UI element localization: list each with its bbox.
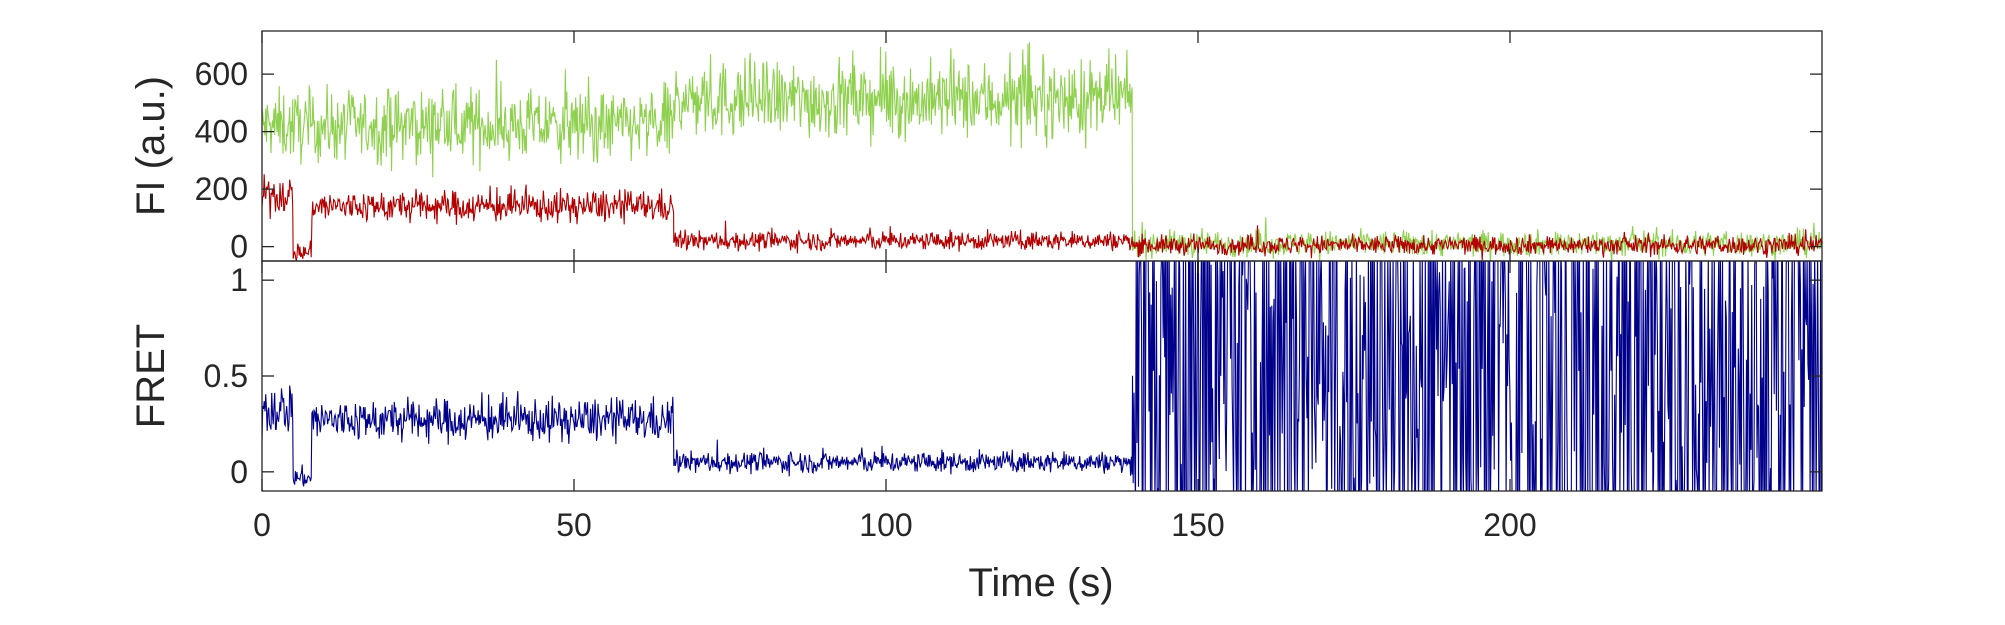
fret-traces	[262, 261, 1822, 491]
x-tick-label: 200	[1483, 507, 1536, 543]
x-tick-label: 150	[1171, 507, 1224, 543]
y-tick-label: 0	[230, 229, 248, 265]
x-tick-label: 100	[859, 507, 912, 543]
fret-y-axis-label: FRET	[129, 324, 173, 428]
y-tick-label: 0.5	[204, 358, 248, 394]
y-tick-label: 200	[195, 171, 248, 207]
intensity-x-ticks	[261, 31, 1511, 261]
y-tick-label: 0	[230, 454, 248, 490]
trace-line-1	[262, 261, 1822, 491]
fret-x-ticks: 0 50 100 150 200	[253, 261, 1537, 543]
intensity-y-axis-label: FI (a.u.)	[129, 76, 173, 216]
x-tick-label: 0	[253, 507, 271, 543]
fret-panel: 00.51 0 50 100 150 200 FRET Time (s)	[129, 260, 1823, 605]
intensity-y-ticks: 0 200 400 600	[195, 56, 1822, 265]
intensity-panel: 0 200 400 600 FI (a.u.)	[129, 30, 1823, 265]
y-tick-label: 400	[195, 114, 248, 150]
intensity-traces	[262, 42, 1822, 261]
trace-line-2	[262, 174, 1822, 261]
time-x-axis-label: Time (s)	[968, 561, 1113, 605]
trace-line-1	[262, 42, 1822, 261]
fret-y-ticks: 00.51	[204, 262, 1822, 490]
x-tick-label: 50	[556, 507, 592, 543]
y-tick-label: 1	[230, 262, 248, 298]
y-tick-label: 600	[195, 56, 248, 92]
